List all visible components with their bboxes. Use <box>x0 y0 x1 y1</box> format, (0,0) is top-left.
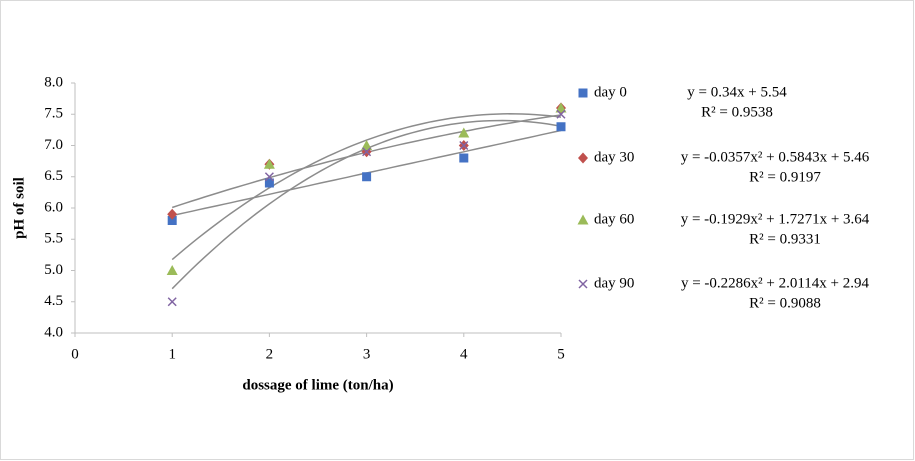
x-tick-label: 1 <box>168 346 176 362</box>
marker <box>166 265 178 275</box>
marker <box>264 172 274 182</box>
trend-r2: R² = 0.9088 <box>749 295 821 311</box>
marker <box>362 172 372 182</box>
x-tick-label: 0 <box>71 346 79 362</box>
x-tick-label: 5 <box>557 346 565 362</box>
y-tick-label: 6.0 <box>44 199 63 215</box>
x-tick-label: 2 <box>266 346 274 362</box>
y-tick-label: 4.5 <box>44 293 63 309</box>
legend-label: day 90 <box>594 275 634 291</box>
marker <box>263 158 275 169</box>
legend-marker <box>577 214 589 225</box>
trend-equation: y = -0.0357x² + 0.5843x + 5.46 <box>681 149 870 165</box>
marker <box>556 122 566 132</box>
marker <box>458 127 470 138</box>
x-axis-title: dossage of lime (ton/ha) <box>242 377 393 393</box>
y-tick-label: 5.5 <box>44 231 63 247</box>
legend-marker <box>578 279 588 289</box>
legend-label: day 60 <box>594 211 634 227</box>
marker <box>167 297 177 307</box>
y-tick-label: 4.0 <box>44 324 63 340</box>
marker <box>362 147 372 157</box>
y-tick-label: 8.0 <box>44 74 63 90</box>
y-tick-label: 6.5 <box>44 168 63 184</box>
marker <box>556 109 566 119</box>
y-axis-title: pH of soil <box>11 177 27 239</box>
y-tick-label: 5.0 <box>44 262 63 278</box>
marker <box>361 140 373 150</box>
trend-equation: y = -0.2286x² + 2.0114x + 2.94 <box>681 275 870 291</box>
y-tick-label: 7.5 <box>44 106 63 122</box>
marker <box>555 102 567 113</box>
legend-label: day 0 <box>594 84 627 100</box>
marker <box>459 153 469 163</box>
trend-equation: y = -0.1929x² + 1.7271x + 3.64 <box>681 211 870 227</box>
legend-marker <box>578 152 588 164</box>
legend-marker <box>578 88 588 98</box>
trend-r2: R² = 0.9331 <box>749 231 821 247</box>
trend-r2: R² = 0.9538 <box>701 104 773 120</box>
marker <box>459 140 469 151</box>
marker <box>167 216 177 225</box>
trend-equation: y = 0.34x + 5.54 <box>687 84 787 100</box>
marker <box>264 178 274 188</box>
marker <box>167 208 178 220</box>
x-tick-label: 4 <box>460 346 468 362</box>
x-tick-label: 3 <box>363 346 371 362</box>
trend-r2: R² = 0.9197 <box>749 169 821 185</box>
legend-label: day 30 <box>594 149 634 165</box>
y-tick-label: 7.0 <box>44 137 63 153</box>
